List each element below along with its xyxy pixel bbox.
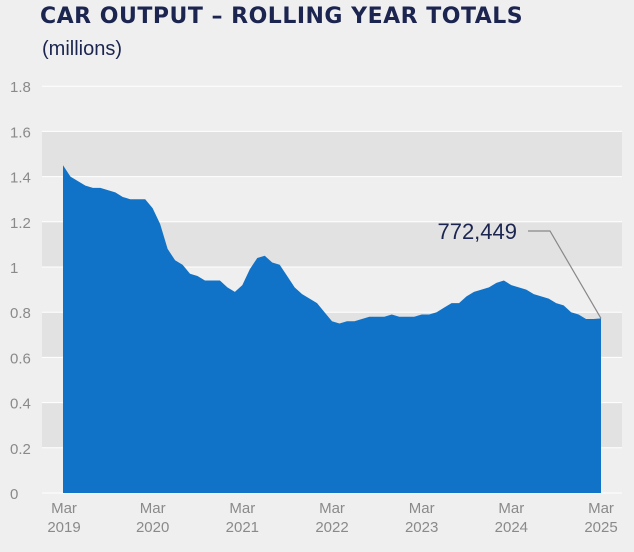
x-tick-year: 2025 <box>584 519 617 536</box>
x-tick-month: Mar <box>498 500 524 517</box>
grid-band <box>42 131 622 177</box>
x-tick-year: 2023 <box>405 519 438 536</box>
annotation-leader-line <box>528 230 602 319</box>
y-tick-label: 1.4 <box>10 170 31 187</box>
x-tick-month: Mar <box>409 500 435 517</box>
y-tick-label: 0 <box>10 486 18 503</box>
y-tick-label: 0.2 <box>10 441 31 458</box>
chart-subtitle: (millions) <box>42 38 122 60</box>
y-tick-label: 0.4 <box>10 396 31 413</box>
annotation-label: 772,449 <box>437 219 517 244</box>
x-tick-year: 2021 <box>226 519 259 536</box>
y-tick-label: 1 <box>10 260 18 277</box>
x-tick-month: Mar <box>319 500 345 517</box>
y-tick-label: 0.6 <box>10 350 31 367</box>
y-axis-ticks: 0 0.2 0.4 0.6 0.8 1 1.2 1.4 1.6 1.8 <box>10 79 31 503</box>
x-tick-year: 2024 <box>495 519 528 536</box>
x-axis-ticks: Mar 2019 Mar 2020 Mar 2021 Mar 2022 Mar 2023 Mar 20… <box>47 500 617 536</box>
x-tick-year: 2019 <box>47 519 80 536</box>
series-area <box>63 165 601 494</box>
x-tick-month: Mar <box>588 500 614 517</box>
chart-title: CAR OUTPUT – ROLLING YEAR TOTALS <box>40 4 524 29</box>
y-tick-label: 1.2 <box>10 215 31 232</box>
x-tick-year: 2022 <box>315 519 348 536</box>
y-tick-label: 1.6 <box>10 124 31 141</box>
annotation: 772,449 <box>437 219 602 319</box>
y-tick-label: 0.8 <box>10 305 31 322</box>
x-tick-month: Mar <box>140 500 166 517</box>
x-tick-month: Mar <box>229 500 255 517</box>
y-tick-label: 1.8 <box>10 79 31 96</box>
x-tick-month: Mar <box>51 500 77 517</box>
x-tick-year: 2020 <box>136 519 169 536</box>
